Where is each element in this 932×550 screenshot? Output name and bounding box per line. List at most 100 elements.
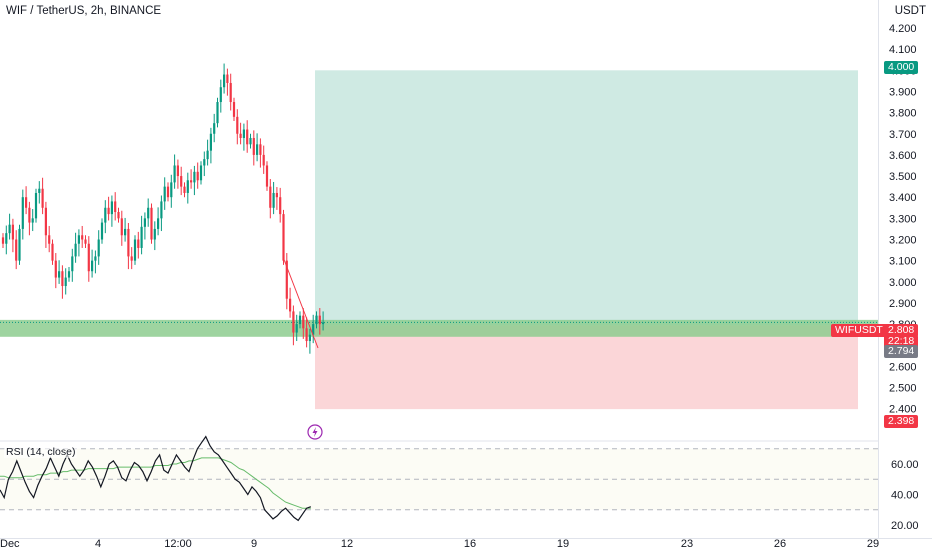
candle [196,171,199,181]
candle [133,239,137,261]
candle [137,239,140,248]
candle [114,201,117,213]
candle [190,180,193,183]
candle [193,171,196,183]
candle [176,165,179,177]
price-axis-tick: 3.300 [889,213,917,225]
candle [259,144,262,155]
candle [67,271,71,278]
candle [302,315,305,329]
price-axis-tick: 4.200 [889,23,917,35]
candle [150,207,153,240]
candle [282,214,285,261]
price-axis-tick: 4.100 [889,44,917,56]
price-axis-tick: 2.600 [889,361,917,373]
candle [84,239,87,244]
candle [315,315,318,325]
candle [28,207,31,223]
currency-label: USDT [894,5,926,17]
candle [216,102,219,124]
candle [41,188,44,208]
candle [81,235,84,240]
time-axis-tick: Dec [0,538,20,550]
candle [48,235,51,244]
candle [54,260,57,278]
candle [305,328,308,342]
candle [157,218,160,229]
time-axis-tick: 19 [557,538,569,550]
candle [206,150,209,160]
lightning-bolt [312,427,318,437]
candle [209,133,212,151]
price-axis-tick: 3.800 [889,108,917,120]
time-axis-tick: 4 [95,538,101,550]
candle [61,271,64,287]
price-axis-tick: 3.200 [889,235,917,247]
rsi-line [0,435,312,522]
candle [239,133,242,138]
time-axis-tick: 23 [681,538,693,550]
candle [229,82,232,103]
stop-price-tag: 2.398 [884,415,919,428]
candle [308,334,311,342]
candle [170,182,173,198]
candle [58,271,61,278]
candle [77,235,80,244]
last-price-tag: 2.808 [884,324,919,337]
price-axis-tick: 3.900 [889,86,917,98]
rsi-axis-tick: 20.00 [891,520,919,532]
countdown-tag: 22:18 [884,335,919,348]
candle [87,243,90,272]
candle [265,165,269,187]
candle [71,256,74,272]
candle [246,129,249,145]
loss-zone [315,325,858,410]
candle [292,311,295,333]
candle [298,315,302,325]
profit-zone [315,70,858,326]
candle [203,159,206,166]
candle [186,180,189,193]
candle [74,243,77,257]
candle [183,186,186,193]
price-axis-tick: 2.400 [889,404,917,416]
price-axis-tick: 3.000 [889,277,917,289]
rsi-axis-tick: 60.00 [891,459,919,471]
price-axis-tick: 2.500 [889,383,917,395]
candle [91,260,94,272]
entry-price-tag: 2.794 [884,345,919,358]
candle [242,129,245,138]
candle [143,218,146,227]
candle [31,218,34,223]
candle [252,137,255,155]
rsi-ma-line [0,457,311,509]
price-axis-tick: 3.400 [889,192,917,204]
candle [236,116,239,134]
candle [18,228,21,261]
candle [322,322,325,325]
candle [223,74,226,88]
candle [124,228,127,236]
candle [38,188,41,193]
candle [25,197,28,208]
candle [173,165,176,183]
candle [272,192,275,208]
candle [249,137,252,145]
candle [8,224,11,234]
time-axis-tick: 26 [774,538,786,550]
candle [232,102,236,117]
price-axis-tick: 2.900 [889,298,917,310]
candle [21,197,24,229]
time-axis-tick: 12:00 [164,538,192,550]
candle [295,324,298,333]
candle [11,224,14,240]
price-axis-tick: 3.600 [889,150,917,162]
rsi-indicator-label[interactable]: RSI (14, close) [4,446,78,458]
candle [104,207,107,223]
candle [107,207,110,215]
rsi-axis-tick: 40.00 [891,490,919,502]
candle [94,256,97,261]
candle [219,87,222,103]
candle [100,222,104,240]
